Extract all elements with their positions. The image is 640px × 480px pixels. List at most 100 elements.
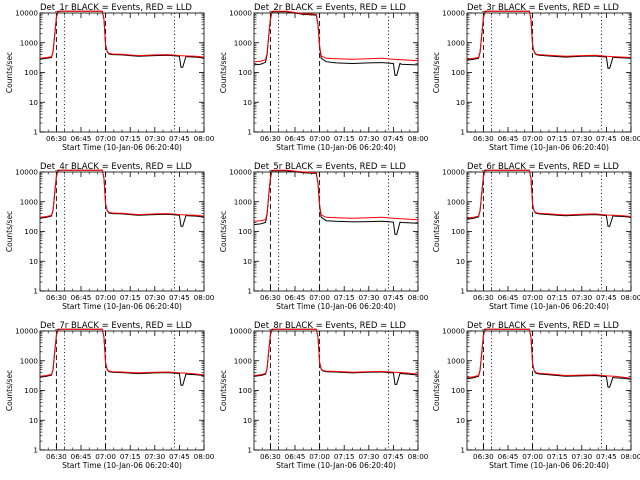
x-tick-label: 06:45	[498, 452, 519, 461]
y-tick-label: 1	[460, 128, 465, 137]
y-tick-label: 100	[24, 386, 38, 395]
x-axis-label: Start Time (10-Jan-06 06:20:40)	[276, 302, 396, 311]
y-tick-label: 10000	[442, 327, 465, 336]
y-tick-label: 100	[451, 68, 465, 77]
y-tick-label: 10	[456, 416, 466, 425]
x-tick-label: 08:00	[408, 134, 429, 143]
x-tick-label: 07:15	[334, 452, 355, 461]
x-tick-label: 07:45	[169, 293, 190, 302]
x-tick-label: 06:45	[71, 293, 92, 302]
y-tick-label: 10	[29, 416, 39, 425]
x-tick-label: 08:00	[621, 134, 640, 143]
x-tick-label: 07:00	[522, 452, 543, 461]
panel-title: Det_4r BLACK = Events, RED = LLD	[40, 162, 192, 172]
y-tick-label: 100	[451, 386, 465, 395]
x-tick-label: 07:00	[522, 293, 543, 302]
y-tick-label: 100	[451, 227, 465, 236]
y-tick-label: 10	[243, 416, 253, 425]
x-tick-label: 07:00	[95, 134, 116, 143]
x-tick-label: 07:30	[358, 452, 379, 461]
x-tick-label: 08:00	[194, 293, 215, 302]
y-tick-label: 1	[33, 128, 38, 137]
panel-title: Det_1r BLACK = Events, RED = LLD	[40, 3, 192, 13]
y-axis-label: Counts/sec	[219, 211, 228, 252]
y-tick-label: 1000	[447, 197, 466, 206]
x-tick-label: 07:00	[309, 452, 330, 461]
x-tick-label: 08:00	[194, 452, 215, 461]
x-tick-label: 07:30	[144, 452, 165, 461]
x-axis-label: Start Time (10-Jan-06 06:20:40)	[62, 461, 182, 470]
lld-series-line	[40, 10, 204, 59]
x-tick-label: 07:45	[383, 134, 404, 143]
x-tick-label: 06:45	[285, 134, 306, 143]
y-tick-label: 1	[247, 446, 252, 455]
y-tick-label: 100	[24, 227, 38, 236]
lld-series-line	[40, 328, 204, 377]
y-tick-label: 10	[456, 98, 466, 107]
x-axis-label: Start Time (10-Jan-06 06:20:40)	[62, 302, 182, 311]
x-tick-label: 07:15	[547, 134, 568, 143]
x-tick-label: 06:45	[71, 134, 92, 143]
y-tick-label: 10000	[15, 327, 38, 336]
x-tick-label: 07:15	[334, 134, 355, 143]
lld-series-line	[467, 169, 631, 219]
x-tick-label: 06:45	[285, 293, 306, 302]
panel-4: 1 10 100 1000 10000 06:30 06:45 07:00 07:15 07:30…	[5, 162, 215, 311]
y-tick-label: 1	[460, 446, 465, 455]
x-tick-label: 07:00	[522, 134, 543, 143]
panel-title: Det_6r BLACK = Events, RED = LLD	[467, 162, 619, 172]
y-tick-label: 1000	[234, 197, 253, 206]
x-tick-label: 08:00	[408, 452, 429, 461]
lld-series-line	[254, 10, 418, 63]
x-axis-label: Start Time (10-Jan-06 06:20:40)	[276, 461, 396, 470]
x-tick-label: 07:00	[309, 134, 330, 143]
x-tick-label: 07:15	[547, 452, 568, 461]
y-tick-label: 10000	[229, 168, 252, 177]
y-tick-label: 10000	[442, 9, 465, 18]
y-tick-label: 1000	[447, 356, 466, 365]
x-tick-label: 07:30	[571, 293, 592, 302]
x-tick-label: 08:00	[621, 293, 640, 302]
y-tick-label: 100	[238, 227, 252, 236]
x-tick-label: 07:30	[571, 134, 592, 143]
y-tick-label: 1000	[20, 197, 39, 206]
y-tick-label: 1000	[20, 356, 39, 365]
y-tick-label: 1000	[234, 356, 253, 365]
x-tick-label: 06:30	[473, 452, 494, 461]
x-tick-label: 07:15	[334, 293, 355, 302]
y-axis-label: Counts/sec	[432, 211, 441, 252]
panel-title: Det_5r BLACK = Events, RED = LLD	[254, 162, 406, 172]
panel-2: 1 10 100 1000 10000 06:30 06:45 07:00 07:15 07:30…	[219, 3, 429, 152]
x-tick-label: 07:45	[169, 134, 190, 143]
x-tick-label: 07:45	[383, 293, 404, 302]
x-tick-label: 07:30	[571, 452, 592, 461]
y-axis-label: Counts/sec	[219, 52, 228, 93]
x-tick-label: 06:45	[498, 134, 519, 143]
x-tick-label: 07:00	[95, 452, 116, 461]
lld-series-line	[254, 169, 418, 222]
x-tick-label: 08:00	[194, 134, 215, 143]
x-tick-label: 07:30	[144, 134, 165, 143]
y-axis-label: Counts/sec	[219, 370, 228, 411]
y-tick-label: 10000	[229, 327, 252, 336]
y-tick-label: 1	[460, 287, 465, 296]
x-tick-label: 06:45	[71, 452, 92, 461]
lld-series-line	[254, 328, 418, 376]
x-tick-label: 07:45	[596, 134, 617, 143]
y-axis-label: Counts/sec	[5, 370, 14, 411]
panel-5: 1 10 100 1000 10000 06:30 06:45 07:00 07:15 07:30…	[219, 162, 429, 311]
x-tick-label: 06:45	[498, 293, 519, 302]
x-tick-label: 06:30	[46, 452, 67, 461]
x-tick-label: 06:30	[473, 293, 494, 302]
y-tick-label: 10	[243, 98, 253, 107]
x-axis-label: Start Time (10-Jan-06 06:20:40)	[489, 302, 609, 311]
y-tick-label: 1000	[447, 38, 466, 47]
y-axis-label: Counts/sec	[432, 52, 441, 93]
panel-title: Det_2r BLACK = Events, RED = LLD	[254, 3, 406, 13]
x-tick-label: 07:30	[358, 293, 379, 302]
y-tick-label: 1	[33, 287, 38, 296]
x-tick-label: 06:30	[260, 134, 281, 143]
panel-title: Det_7r BLACK = Events, RED = LLD	[40, 321, 192, 331]
x-tick-label: 06:30	[46, 293, 67, 302]
